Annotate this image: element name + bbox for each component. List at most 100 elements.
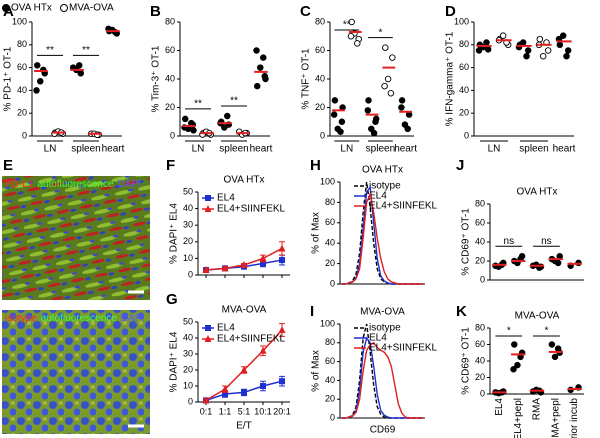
x-tick-label: heart: [102, 144, 125, 155]
panel-letter: F: [166, 157, 175, 174]
data-point: [381, 82, 388, 90]
y-tick-label: 60: [165, 45, 175, 55]
micrograph: [2, 176, 150, 300]
y-tick-label: 30: [183, 220, 193, 230]
data-point: [37, 78, 44, 85]
y-axis-label: % TNF⁺ OT-1: [301, 48, 312, 110]
x-axis-label: E/T: [236, 421, 252, 432]
data-point: [384, 75, 392, 83]
x-tick-label: 5:1: [238, 406, 251, 416]
legend-label: MVA-OVA: [69, 3, 114, 14]
y-tick-label: 50: [183, 186, 193, 196]
legend-marker: [205, 195, 211, 201]
y-tick-label: 0: [330, 278, 335, 288]
y-tick-label: 100: [320, 318, 335, 328]
data-point: [510, 366, 517, 373]
x-tick-label: spleen: [219, 144, 248, 155]
legend-marker: [205, 325, 211, 331]
x-tick-label: LN: [44, 144, 57, 155]
data-point: [354, 40, 361, 47]
panel-letter: I: [310, 303, 314, 320]
stain-label: PD-L1: [5, 179, 34, 190]
y-tick-label: 60: [459, 62, 469, 72]
data-point: [382, 44, 389, 51]
panel-title: MVA-OVA: [360, 307, 405, 318]
significance-label: ns: [541, 236, 552, 247]
legend-label: EL4+SIINFEKL: [217, 334, 286, 345]
y-tick-label: 20: [475, 255, 485, 265]
data-point: [253, 47, 260, 54]
y-axis-label: % DAPI⁺ EL4: [169, 203, 180, 264]
legend-marker: [60, 4, 68, 12]
data-point: [240, 261, 248, 269]
y-tick-label: 20: [165, 102, 175, 112]
data-point: [389, 54, 396, 61]
y-tick-label: 0: [330, 412, 335, 422]
data-point: [190, 127, 197, 134]
panel-title: OVA HTx: [362, 165, 403, 176]
x-tick-label: EL4: [494, 398, 505, 416]
x-tick-label: LN: [192, 144, 205, 155]
panel-letter: A: [3, 3, 14, 20]
panel-letter: K: [456, 303, 467, 320]
y-tick-label: 60: [17, 62, 27, 72]
data-point: [483, 39, 490, 46]
image-panel: [2, 176, 150, 434]
data-point: [564, 47, 572, 54]
legend-marker: [204, 205, 212, 212]
data-point: [364, 107, 372, 114]
data-point: [240, 366, 248, 373]
y-tick-label: 80: [325, 337, 335, 347]
stain-labels: PD-L1 autofluorescence DAPI: [5, 179, 141, 190]
y-axis-label: % IFN-gamma⁺ OT-1: [445, 31, 456, 126]
stain-label: DAPI: [118, 179, 141, 190]
y-tick-label: 60: [475, 217, 485, 227]
data-point: [260, 54, 267, 61]
y-tick-label: 80: [459, 39, 469, 49]
data-point: [223, 112, 231, 120]
data-point: [279, 378, 285, 385]
panel-letter: E: [3, 157, 13, 174]
x-tick-label: LN: [340, 144, 353, 155]
data-point: [370, 129, 378, 137]
data-point: [387, 89, 395, 97]
panel-letter: G: [166, 291, 178, 308]
legend-label: isotype: [369, 181, 401, 192]
significance-label: **: [194, 99, 202, 110]
y-tick-label: 10: [183, 380, 193, 390]
data-point: [75, 62, 83, 69]
data-point: [279, 257, 285, 264]
legend-label: isotype: [369, 323, 401, 334]
legend-label: EL4+SIINFEKL: [369, 201, 438, 212]
stain-label: DAPI: [121, 313, 144, 324]
y-tick-label: 40: [475, 236, 485, 246]
y-tick-label: 20: [325, 394, 335, 404]
legend-label: EL4: [217, 193, 235, 204]
x-tick-label: spleen: [366, 144, 395, 155]
significance-label: **: [82, 45, 90, 56]
panel-letter: H: [310, 157, 321, 174]
panel-letter: B: [150, 3, 161, 20]
data-point: [398, 97, 406, 104]
data-point: [259, 346, 267, 354]
y-tick-label: 80: [315, 16, 325, 26]
y-tick-label: 40: [183, 203, 193, 213]
x-tick-label: RMA: [532, 398, 543, 421]
y-tick-label: 60: [325, 356, 335, 366]
y-tick-label: 30: [183, 348, 193, 358]
data-point: [347, 33, 355, 40]
x-tick-label: 1:1: [219, 406, 232, 416]
data-point: [222, 391, 228, 397]
data-point: [559, 32, 567, 39]
data-point: [475, 47, 483, 54]
x-tick-label: heart: [250, 144, 273, 155]
y-tick-label: 60: [325, 217, 335, 227]
y-tick-label: 0: [480, 388, 485, 398]
y-tick-label: 20: [315, 102, 325, 112]
y-axis-label: % CD69⁺ OT-1: [461, 208, 472, 276]
legend-label: EL4: [217, 323, 235, 334]
data-point: [514, 361, 521, 369]
y-tick-label: 20: [459, 108, 469, 118]
data-point: [523, 52, 530, 60]
y-tick-label: 60: [475, 339, 485, 349]
